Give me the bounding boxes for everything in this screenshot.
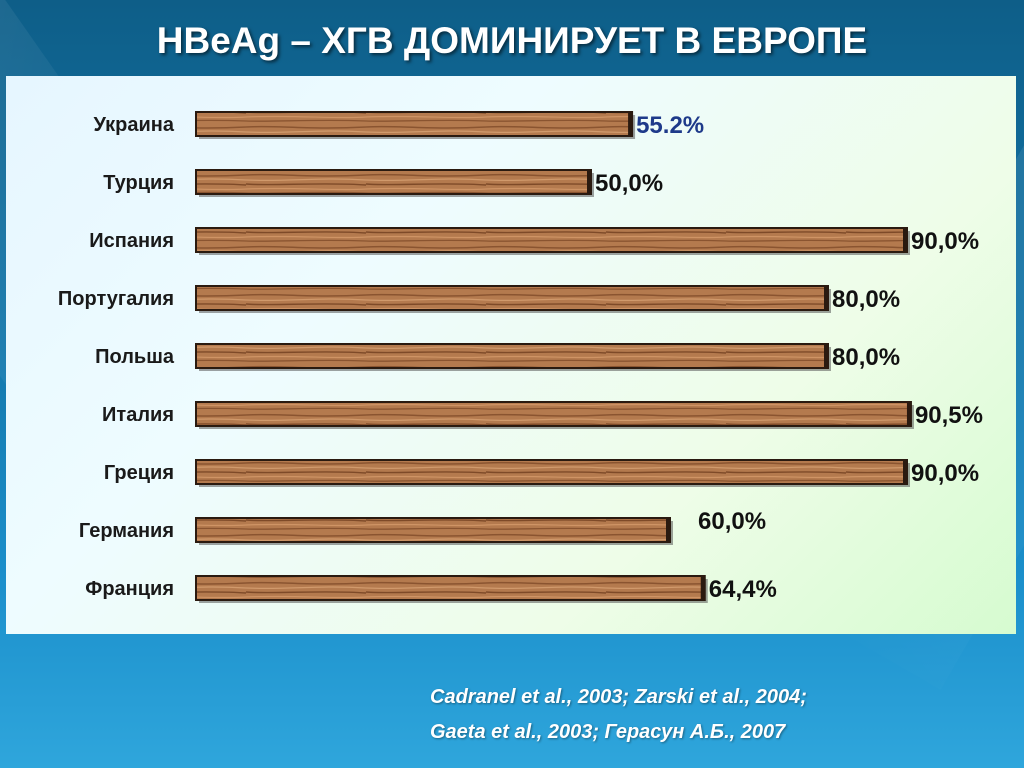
bar [195,285,829,311]
category-label: Греция [104,462,174,484]
bar-end-cap [666,518,670,542]
category-label: Польша [95,346,175,368]
data-label: 90,0% [911,228,979,255]
category-label: Португалия [58,288,174,310]
bar-end-cap [587,170,591,194]
data-label: 90,5% [915,402,983,429]
data-label: 80,0% [832,286,900,313]
bar [195,517,671,543]
bar [195,169,592,195]
category-label: Италия [102,404,174,426]
bar-end-cap [903,228,907,252]
category-label: Франция [85,578,174,600]
bar-chart: Украина 55.2% Турция 50,0% Испания 90,0% Порту… [58,111,983,603]
data-label: 90,0% [911,460,979,487]
bar [195,401,912,427]
slide-title: HBeAg – ХГВ ДОМИНИРУЕТ В ЕВРОПЕ [156,20,868,61]
bar [195,111,634,137]
chart-panel: Украина 55.2% Турция 50,0% Испания 90,0% Порту… [6,76,1016,634]
category-label: Турция [103,172,174,194]
data-label: 80,0% [832,344,900,371]
bar-end-cap [700,576,705,600]
category-label: Германия [79,520,174,542]
data-label: 50,0% [595,170,663,197]
data-label: 55.2% [636,112,704,139]
bar-end-cap [906,402,911,426]
bar [195,459,908,485]
bar [195,227,908,253]
bar-end-cap [824,286,828,310]
bar-end-cap [628,112,633,136]
data-label: 60,0% [698,508,766,535]
bar-end-cap [903,460,907,484]
category-label: Украина [93,114,174,136]
reference-line: Cadranel et al., 2003; Zarski et al., 20… [430,686,807,708]
reference-line: Gaeta et al., 2003; Герасун А.Б., 2007 [430,721,786,743]
data-label: 64,4% [709,576,777,603]
category-label: Испания [89,230,174,252]
references: Cadranel et al., 2003; Zarski et al., 20… [430,680,1010,750]
bar [195,575,706,601]
bar [195,343,829,369]
bar-end-cap [824,344,828,368]
